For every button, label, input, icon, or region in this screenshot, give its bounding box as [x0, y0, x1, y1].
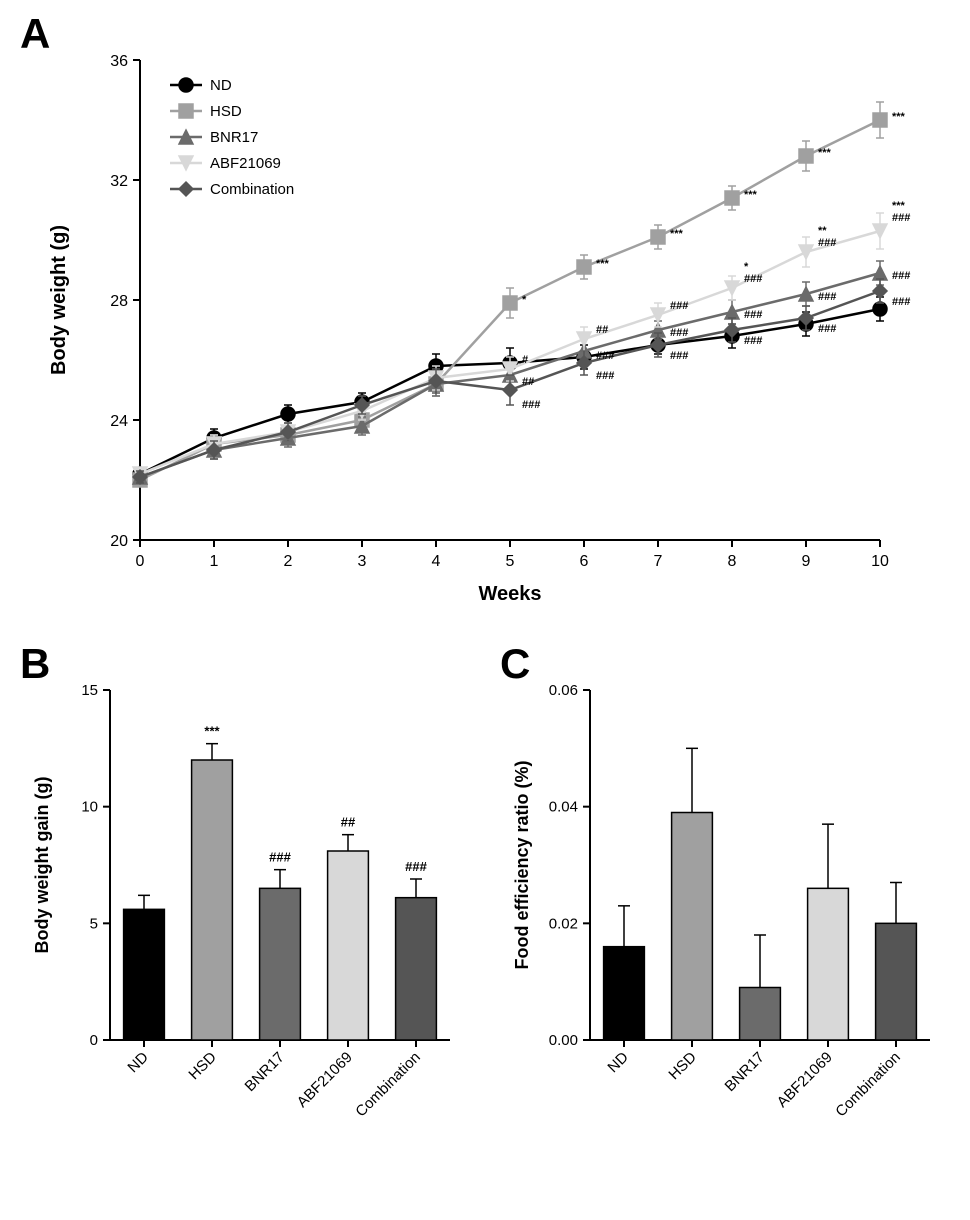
- svg-text:###: ###: [744, 309, 762, 321]
- svg-text:24: 24: [110, 413, 128, 430]
- svg-text:###: ###: [670, 300, 688, 312]
- svg-text:32: 32: [110, 173, 128, 190]
- svg-text:36: 36: [110, 53, 128, 70]
- svg-text:HSD: HSD: [185, 1049, 220, 1084]
- svg-text:*: *: [744, 261, 749, 273]
- bar-chart-c: 0.00 0.02 0.04 0.06 Food efficiency ratio (%…: [500, 650, 950, 1190]
- svg-text:ABF21069: ABF21069: [294, 1049, 356, 1111]
- svg-text:0.00: 0.00: [549, 1032, 578, 1049]
- svg-text:###: ###: [596, 350, 614, 362]
- svg-text:5: 5: [90, 915, 98, 932]
- svg-text:HSD: HSD: [210, 103, 242, 120]
- bottom-row: B 051015Body weight gain (g)NDHSD***BNR1…: [20, 650, 950, 1190]
- svg-text:**: **: [818, 225, 827, 237]
- svg-text:BNR17: BNR17: [722, 1049, 768, 1095]
- svg-text:7: 7: [654, 553, 663, 570]
- svg-text:0.06: 0.06: [549, 682, 578, 699]
- panel-a: A 2024283236012345678910WeeksBody weight…: [20, 20, 950, 620]
- svg-text:6: 6: [580, 553, 589, 570]
- svg-text:###: ###: [892, 270, 910, 282]
- svg-text:0.02: 0.02: [549, 915, 578, 932]
- svg-text:0: 0: [136, 553, 145, 570]
- svg-text:###: ###: [744, 273, 762, 285]
- svg-text:##: ##: [596, 324, 608, 336]
- bar-chart-b: 0 5 10 15 Body weight gain (g) ND HSD *** BNR17 #…: [20, 650, 470, 1190]
- svg-text:Food efficiency ratio (%): Food efficiency ratio (%): [512, 760, 532, 969]
- svg-text:Body weight (g): Body weight (g): [48, 225, 70, 375]
- svg-text:Weeks: Weeks: [478, 583, 541, 605]
- svg-text:###: ###: [596, 370, 614, 382]
- svg-text:Combination: Combination: [352, 1049, 424, 1121]
- panel-a-label: A: [20, 10, 50, 58]
- svg-text:###: ###: [892, 296, 910, 308]
- svg-text:Body weight gain (g): Body weight gain (g): [32, 777, 52, 954]
- svg-text:###: ###: [892, 212, 910, 224]
- panel-b: B 051015Body weight gain (g)NDHSD***BNR1…: [20, 650, 470, 1190]
- line-chart-a: 20 24 28 32 36 0 1 2 3 4 5 6 7 8 9 10 Weeks Body weight (…: [20, 20, 950, 620]
- panel-b-label: B: [20, 640, 50, 688]
- svg-text:#: #: [522, 354, 528, 366]
- svg-text:BNR17: BNR17: [210, 129, 258, 146]
- svg-text:2: 2: [284, 553, 293, 570]
- svg-text:ND: ND: [124, 1049, 151, 1076]
- svg-text:ND: ND: [210, 77, 232, 94]
- svg-text:Combination: Combination: [210, 181, 294, 198]
- svg-text:28: 28: [110, 293, 128, 310]
- svg-text:***: ***: [670, 228, 684, 240]
- svg-text:##: ##: [522, 376, 534, 388]
- svg-text:8: 8: [728, 553, 737, 570]
- svg-text:***: ***: [204, 724, 220, 739]
- svg-text:1: 1: [210, 553, 219, 570]
- svg-text:###: ###: [818, 291, 836, 303]
- svg-text:10: 10: [81, 799, 98, 816]
- svg-text:###: ###: [744, 335, 762, 347]
- svg-text:0: 0: [90, 1032, 98, 1049]
- svg-text:3: 3: [358, 553, 367, 570]
- svg-text:Combination: Combination: [832, 1049, 904, 1121]
- svg-text:###: ###: [670, 350, 688, 362]
- svg-text:9: 9: [802, 553, 811, 570]
- svg-text:HSD: HSD: [665, 1049, 700, 1084]
- svg-text:###: ###: [405, 859, 427, 874]
- svg-text:###: ###: [818, 237, 836, 249]
- figure-container: A 2024283236012345678910WeeksBody weight…: [20, 20, 950, 1190]
- svg-text:***: ***: [596, 258, 610, 270]
- svg-text:###: ###: [269, 850, 291, 865]
- svg-text:***: ***: [892, 111, 906, 123]
- svg-text:15: 15: [81, 682, 98, 699]
- svg-text:10: 10: [871, 553, 889, 570]
- svg-text:***: ***: [818, 147, 832, 159]
- svg-text:4: 4: [432, 553, 441, 570]
- svg-text:###: ###: [818, 323, 836, 335]
- svg-text:0.04: 0.04: [549, 799, 578, 816]
- svg-text:*: *: [522, 294, 527, 306]
- svg-text:###: ###: [670, 327, 688, 339]
- svg-text:##: ##: [341, 815, 356, 830]
- svg-text:20: 20: [110, 533, 128, 550]
- svg-text:ABF21069: ABF21069: [774, 1049, 836, 1111]
- panel-c-label: C: [500, 640, 530, 688]
- svg-text:###: ###: [522, 399, 540, 411]
- svg-text:BNR17: BNR17: [242, 1049, 288, 1095]
- svg-text:***: ***: [892, 200, 906, 212]
- svg-text:***: ***: [744, 189, 758, 201]
- panel-c: C 0.000.020.040.06Food efficiency ratio …: [500, 650, 950, 1190]
- svg-text:ABF21069: ABF21069: [210, 155, 281, 172]
- svg-text:ND: ND: [604, 1049, 631, 1076]
- svg-text:5: 5: [506, 553, 515, 570]
